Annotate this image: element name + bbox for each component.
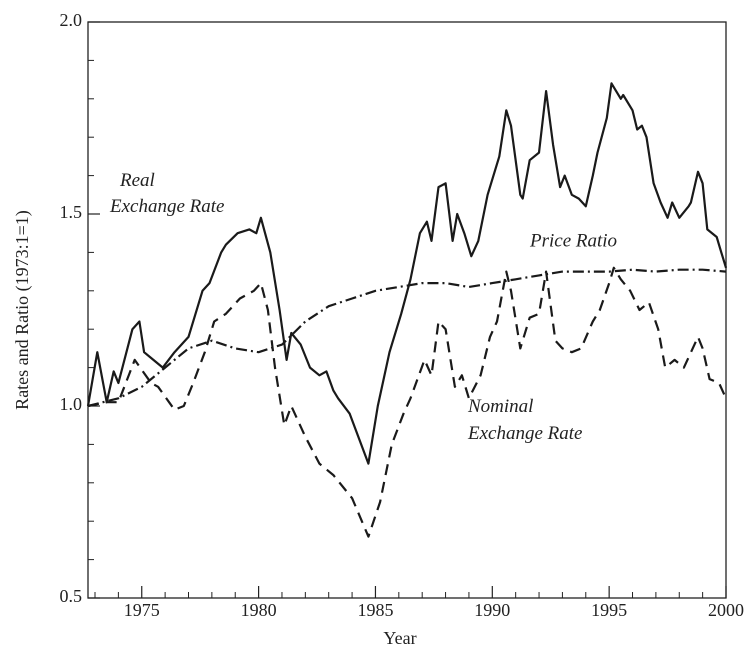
series-label: Nominal Exchange Rate xyxy=(467,396,582,444)
y-tick-label: 2.0 xyxy=(60,10,83,30)
x-tick-label: 1990 xyxy=(474,600,510,620)
x-tick-label: 1985 xyxy=(357,600,393,620)
y-axis-label: Rates and Ratio (1973:1=1) xyxy=(12,210,33,410)
series-label: Real Exchange Rate xyxy=(109,170,224,217)
y-tick-label: 1.5 xyxy=(60,202,83,222)
x-tick-label: 2000 xyxy=(708,600,744,620)
x-axis-label: Year xyxy=(383,628,416,648)
x-tick-label: 1980 xyxy=(241,600,277,620)
plot-frame xyxy=(87,21,727,599)
series-line xyxy=(87,268,727,408)
x-tick-label: 1995 xyxy=(591,600,627,620)
series-line xyxy=(86,82,728,465)
series-line xyxy=(87,266,728,538)
x-tick-label: 1975 xyxy=(124,600,160,620)
y-tick-label: 0.5 xyxy=(60,586,83,606)
series-label: Price Ratio xyxy=(529,230,617,251)
y-tick-label: 1.0 xyxy=(60,394,83,414)
